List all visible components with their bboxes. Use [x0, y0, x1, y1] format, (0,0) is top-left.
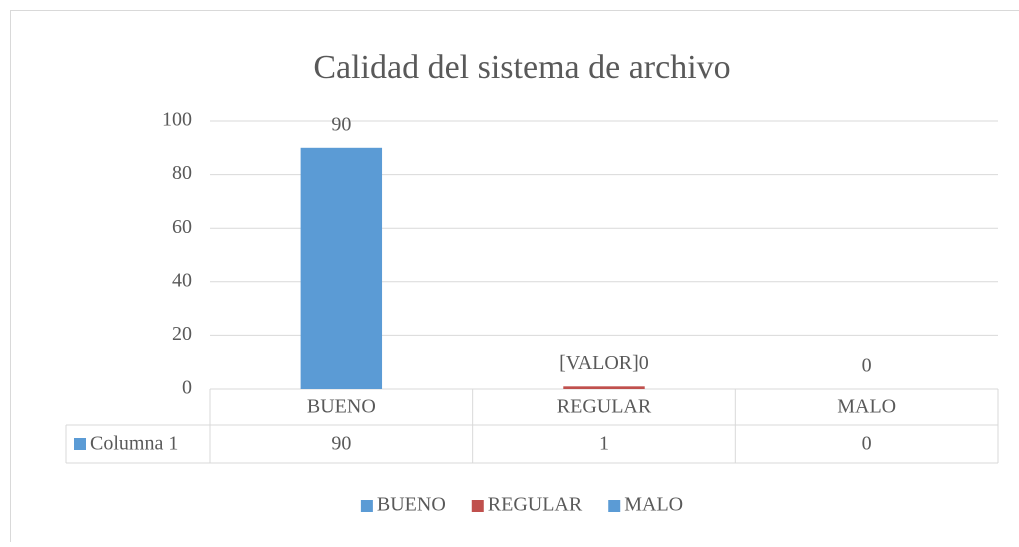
- y-tick-label: 60: [172, 216, 192, 238]
- y-tick-label: 100: [162, 109, 192, 131]
- bar: [563, 386, 644, 389]
- y-tick-label: 80: [172, 162, 192, 184]
- legend-key: [361, 500, 373, 512]
- y-tick-label: 0: [182, 377, 192, 399]
- legend-key: [74, 438, 86, 450]
- chart-title: Calidad del sistema de archivo: [313, 49, 730, 86]
- y-tick-label: 20: [172, 323, 192, 345]
- table-value: 0: [862, 433, 872, 455]
- legend-key: [608, 500, 620, 512]
- legend-label: REGULAR: [488, 494, 583, 516]
- table-value: 1: [599, 433, 609, 455]
- series-name: Columna 1: [90, 433, 178, 455]
- x-tick-label: BUENO: [307, 396, 376, 418]
- x-tick-label: REGULAR: [557, 396, 652, 418]
- data-label: 90: [331, 113, 351, 135]
- legend-key: [472, 500, 484, 512]
- data-label: [VALOR]0: [559, 352, 649, 374]
- data-label: 0: [862, 355, 872, 377]
- table-value: 90: [331, 433, 351, 455]
- x-tick-label: MALO: [837, 396, 896, 418]
- chart-frame: [11, 11, 1019, 543]
- legend-label: MALO: [624, 494, 683, 516]
- bar: [301, 148, 382, 389]
- y-tick-label: 40: [172, 269, 192, 291]
- legend-label: BUENO: [377, 494, 446, 516]
